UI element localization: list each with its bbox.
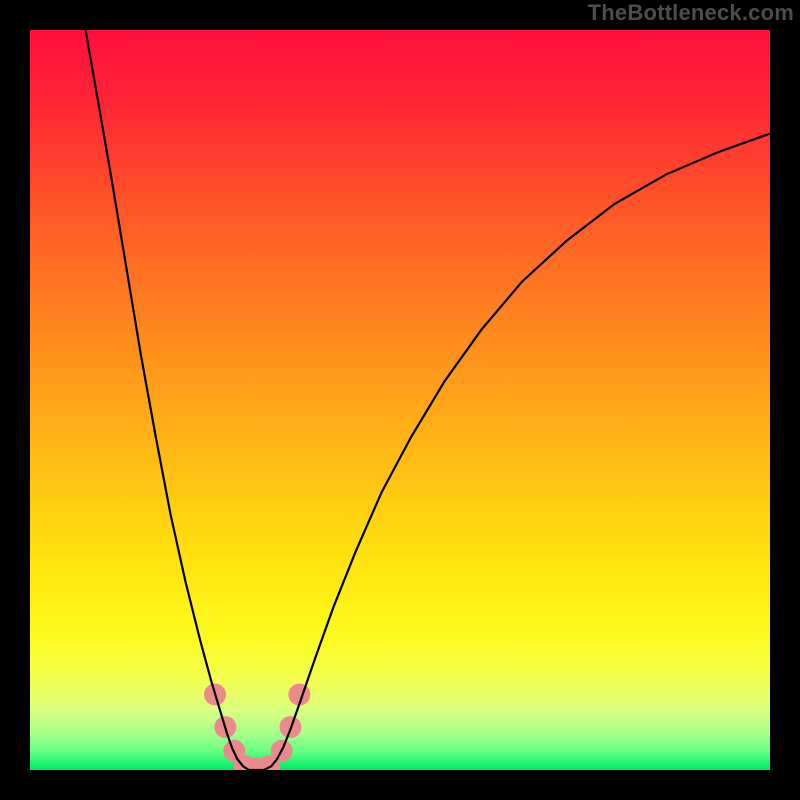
bottleneck-curve-svg <box>30 30 770 770</box>
bottleneck-curve-path <box>86 30 771 770</box>
markers-group <box>204 684 310 770</box>
watermark-text: TheBottleneck.com <box>588 0 794 26</box>
chart-canvas: TheBottleneck.com <box>0 0 800 800</box>
plot-area <box>30 30 770 770</box>
